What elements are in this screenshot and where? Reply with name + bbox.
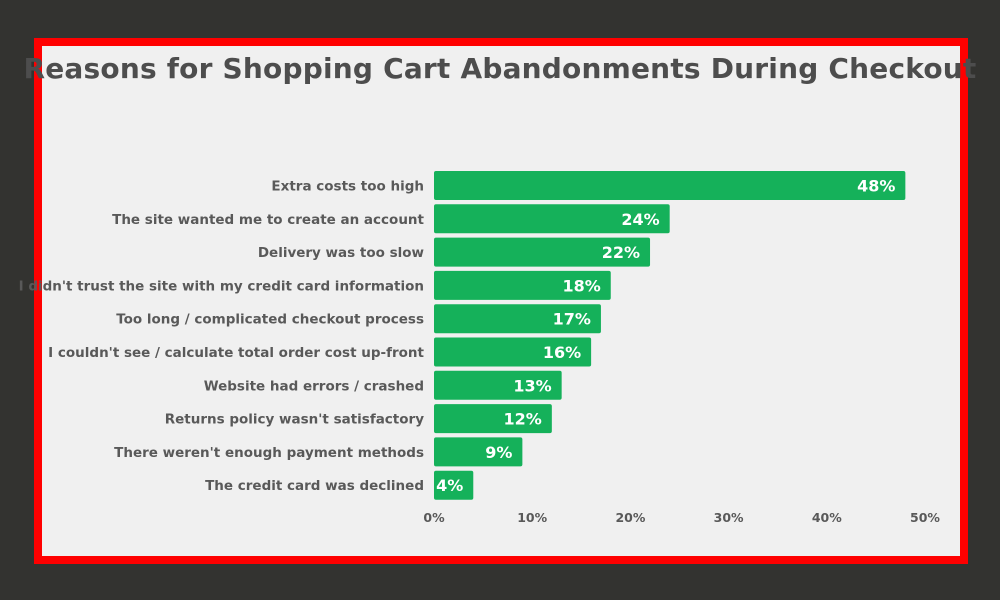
bar-value-label: 13% xyxy=(513,376,551,395)
bar xyxy=(434,270,611,300)
bar-value-label: 16% xyxy=(543,343,581,362)
x-tick-label: 50% xyxy=(910,510,940,525)
bar xyxy=(434,204,670,234)
bar-value-label: 22% xyxy=(602,243,640,262)
chart-panel xyxy=(34,38,968,564)
bar xyxy=(434,470,474,500)
category-label: The credit card was declined xyxy=(205,478,424,494)
category-label: Too long / complicated checkout process xyxy=(116,312,424,328)
category-label: The site wanted me to create an account xyxy=(112,212,424,228)
bar-value-label: 4% xyxy=(436,476,463,495)
bar xyxy=(434,171,906,200)
bar xyxy=(434,337,592,367)
x-axis-ticks-group: 0% 10% 20% 30% 40% 50% xyxy=(423,510,940,525)
chart-title: Reasons for Shopping Cart Abandonments D… xyxy=(23,52,977,85)
bar xyxy=(434,404,552,434)
bar xyxy=(434,437,523,467)
category-labels-group: Extra costs too high The site wanted me t… xyxy=(19,179,425,495)
category-label: Website had errors / crashed xyxy=(204,378,424,394)
bar xyxy=(434,370,562,400)
x-tick-label: 40% xyxy=(812,510,842,525)
bar-value-label: 12% xyxy=(504,410,542,429)
category-label: There weren't enough payment methods xyxy=(114,445,424,461)
bar xyxy=(434,237,651,267)
bar-value-label: 18% xyxy=(562,276,600,295)
bar xyxy=(434,304,601,334)
category-label: Extra costs too high xyxy=(271,179,424,195)
bar-value-label: 17% xyxy=(553,310,591,329)
bar-value-label: 24% xyxy=(621,210,659,229)
x-tick-label: 30% xyxy=(714,510,744,525)
x-tick-label: 10% xyxy=(517,510,547,525)
category-label: Delivery was too slow xyxy=(258,245,424,261)
category-label: I didn't trust the site with my credit c… xyxy=(19,278,424,294)
bars-group: 48% 24% 22%18% 17% 16% 13% 12% 9% 4% xyxy=(434,171,906,500)
bar-value-label: 48% xyxy=(857,177,895,196)
bar-value-label: 9% xyxy=(485,443,512,462)
x-tick-label: 20% xyxy=(615,510,645,525)
x-tick-label: 0% xyxy=(423,510,445,525)
category-label: Returns policy wasn't satisfactory xyxy=(165,412,424,428)
category-label: I couldn't see / calculate total order c… xyxy=(48,345,424,361)
